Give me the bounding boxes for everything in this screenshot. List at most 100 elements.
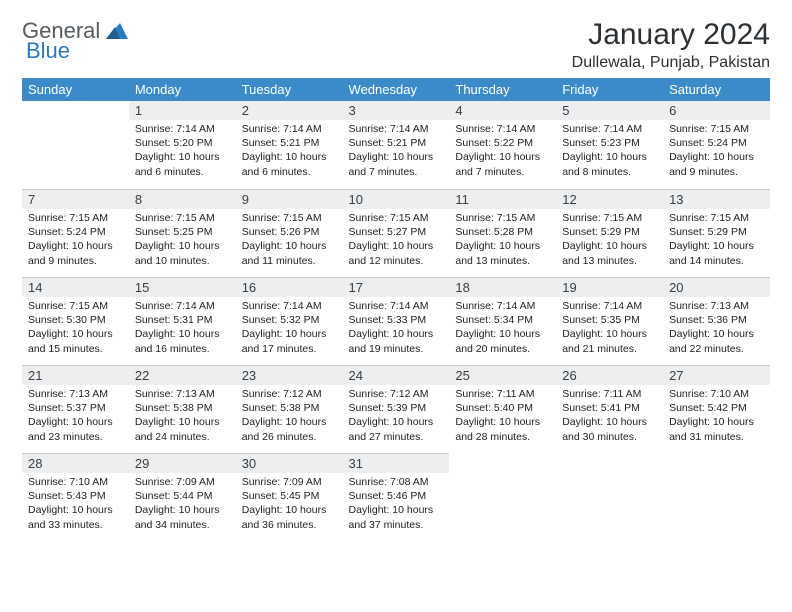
sunrise-line: Sunrise: 7:14 AM (242, 122, 337, 136)
weekday-header: Saturday (663, 78, 770, 101)
sunset-line: Sunset: 5:32 PM (242, 313, 337, 327)
calendar-day-cell: 17Sunrise: 7:14 AMSunset: 5:33 PMDayligh… (343, 277, 450, 365)
day-number: 9 (236, 189, 343, 209)
calendar-body: 1Sunrise: 7:14 AMSunset: 5:20 PMDaylight… (22, 101, 770, 541)
day-details: Sunrise: 7:15 AMSunset: 5:24 PMDaylight:… (22, 209, 129, 272)
daylight-line: Daylight: 10 hours and 30 minutes. (562, 415, 657, 443)
daylight-line: Daylight: 10 hours and 26 minutes. (242, 415, 337, 443)
day-number: 12 (556, 189, 663, 209)
sunset-line: Sunset: 5:26 PM (242, 225, 337, 239)
sunset-line: Sunset: 5:43 PM (28, 489, 123, 503)
sunrise-line: Sunrise: 7:14 AM (135, 299, 230, 313)
calendar-day-cell: 20Sunrise: 7:13 AMSunset: 5:36 PMDayligh… (663, 277, 770, 365)
sunrise-line: Sunrise: 7:13 AM (669, 299, 764, 313)
sunset-line: Sunset: 5:20 PM (135, 136, 230, 150)
sunrise-line: Sunrise: 7:14 AM (455, 299, 550, 313)
calendar-day-cell: 14Sunrise: 7:15 AMSunset: 5:30 PMDayligh… (22, 277, 129, 365)
daylight-line: Daylight: 10 hours and 20 minutes. (455, 327, 550, 355)
day-number: 6 (663, 101, 770, 120)
calendar-day-cell: 2Sunrise: 7:14 AMSunset: 5:21 PMDaylight… (236, 101, 343, 189)
day-details: Sunrise: 7:11 AMSunset: 5:40 PMDaylight:… (449, 385, 556, 448)
sunrise-line: Sunrise: 7:08 AM (349, 475, 444, 489)
daylight-line: Daylight: 10 hours and 22 minutes. (669, 327, 764, 355)
sunrise-line: Sunrise: 7:15 AM (669, 122, 764, 136)
day-number: 27 (663, 365, 770, 385)
daylight-line: Daylight: 10 hours and 27 minutes. (349, 415, 444, 443)
daylight-line: Daylight: 10 hours and 33 minutes. (28, 503, 123, 531)
day-details: Sunrise: 7:15 AMSunset: 5:25 PMDaylight:… (129, 209, 236, 272)
daylight-line: Daylight: 10 hours and 24 minutes. (135, 415, 230, 443)
calendar-day-cell: 6Sunrise: 7:15 AMSunset: 5:24 PMDaylight… (663, 101, 770, 189)
calendar-day-cell: 8Sunrise: 7:15 AMSunset: 5:25 PMDaylight… (129, 189, 236, 277)
daylight-line: Daylight: 10 hours and 31 minutes. (669, 415, 764, 443)
day-details: Sunrise: 7:10 AMSunset: 5:43 PMDaylight:… (22, 473, 129, 536)
day-number: 25 (449, 365, 556, 385)
weekday-header: Thursday (449, 78, 556, 101)
sunset-line: Sunset: 5:33 PM (349, 313, 444, 327)
title-block: January 2024 Dullewala, Punjab, Pakistan (572, 18, 770, 72)
daylight-line: Daylight: 10 hours and 6 minutes. (242, 150, 337, 178)
sunrise-line: Sunrise: 7:14 AM (562, 299, 657, 313)
calendar-day-cell: 11Sunrise: 7:15 AMSunset: 5:28 PMDayligh… (449, 189, 556, 277)
day-number: 19 (556, 277, 663, 297)
calendar-week-row: 7Sunrise: 7:15 AMSunset: 5:24 PMDaylight… (22, 189, 770, 277)
sunrise-line: Sunrise: 7:13 AM (135, 387, 230, 401)
sunrise-line: Sunrise: 7:10 AM (28, 475, 123, 489)
sunset-line: Sunset: 5:30 PM (28, 313, 123, 327)
day-number: 4 (449, 101, 556, 120)
calendar-day-cell: 21Sunrise: 7:13 AMSunset: 5:37 PMDayligh… (22, 365, 129, 453)
day-number: 23 (236, 365, 343, 385)
sunset-line: Sunset: 5:29 PM (669, 225, 764, 239)
calendar-day-cell: 9Sunrise: 7:15 AMSunset: 5:26 PMDaylight… (236, 189, 343, 277)
calendar-day-cell: 18Sunrise: 7:14 AMSunset: 5:34 PMDayligh… (449, 277, 556, 365)
day-details: Sunrise: 7:13 AMSunset: 5:37 PMDaylight:… (22, 385, 129, 448)
day-details: Sunrise: 7:15 AMSunset: 5:30 PMDaylight:… (22, 297, 129, 360)
calendar-day-cell: 15Sunrise: 7:14 AMSunset: 5:31 PMDayligh… (129, 277, 236, 365)
calendar-day-cell: 30Sunrise: 7:09 AMSunset: 5:45 PMDayligh… (236, 453, 343, 541)
sunset-line: Sunset: 5:40 PM (455, 401, 550, 415)
sunrise-line: Sunrise: 7:14 AM (349, 299, 444, 313)
sunrise-line: Sunrise: 7:15 AM (562, 211, 657, 225)
day-details: Sunrise: 7:12 AMSunset: 5:38 PMDaylight:… (236, 385, 343, 448)
daylight-line: Daylight: 10 hours and 6 minutes. (135, 150, 230, 178)
calendar-day-cell: 4Sunrise: 7:14 AMSunset: 5:22 PMDaylight… (449, 101, 556, 189)
calendar-header-row: SundayMondayTuesdayWednesdayThursdayFrid… (22, 78, 770, 101)
day-details: Sunrise: 7:10 AMSunset: 5:42 PMDaylight:… (663, 385, 770, 448)
daylight-line: Daylight: 10 hours and 17 minutes. (242, 327, 337, 355)
daylight-line: Daylight: 10 hours and 13 minutes. (562, 239, 657, 267)
daylight-line: Daylight: 10 hours and 28 minutes. (455, 415, 550, 443)
sunrise-line: Sunrise: 7:14 AM (455, 122, 550, 136)
sunset-line: Sunset: 5:41 PM (562, 401, 657, 415)
daylight-line: Daylight: 10 hours and 23 minutes. (28, 415, 123, 443)
sunrise-line: Sunrise: 7:11 AM (562, 387, 657, 401)
daylight-line: Daylight: 10 hours and 10 minutes. (135, 239, 230, 267)
day-details: Sunrise: 7:14 AMSunset: 5:23 PMDaylight:… (556, 120, 663, 183)
day-details: Sunrise: 7:14 AMSunset: 5:22 PMDaylight:… (449, 120, 556, 183)
sunset-line: Sunset: 5:21 PM (242, 136, 337, 150)
day-details: Sunrise: 7:13 AMSunset: 5:38 PMDaylight:… (129, 385, 236, 448)
calendar-day-cell: 23Sunrise: 7:12 AMSunset: 5:38 PMDayligh… (236, 365, 343, 453)
daylight-line: Daylight: 10 hours and 13 minutes. (455, 239, 550, 267)
day-number: 13 (663, 189, 770, 209)
calendar-day-cell: 29Sunrise: 7:09 AMSunset: 5:44 PMDayligh… (129, 453, 236, 541)
calendar-day-cell: 22Sunrise: 7:13 AMSunset: 5:38 PMDayligh… (129, 365, 236, 453)
day-number: 18 (449, 277, 556, 297)
sunrise-line: Sunrise: 7:15 AM (28, 299, 123, 313)
day-details: Sunrise: 7:15 AMSunset: 5:29 PMDaylight:… (556, 209, 663, 272)
calendar-day-cell: 25Sunrise: 7:11 AMSunset: 5:40 PMDayligh… (449, 365, 556, 453)
day-number: 1 (129, 101, 236, 120)
weekday-header: Friday (556, 78, 663, 101)
day-number: 11 (449, 189, 556, 209)
day-details: Sunrise: 7:09 AMSunset: 5:44 PMDaylight:… (129, 473, 236, 536)
logo-line2: Blue (26, 38, 70, 64)
sunset-line: Sunset: 5:35 PM (562, 313, 657, 327)
sunset-line: Sunset: 5:25 PM (135, 225, 230, 239)
daylight-line: Daylight: 10 hours and 7 minutes. (455, 150, 550, 178)
daylight-line: Daylight: 10 hours and 34 minutes. (135, 503, 230, 531)
weekday-header: Sunday (22, 78, 129, 101)
sunset-line: Sunset: 5:45 PM (242, 489, 337, 503)
sunset-line: Sunset: 5:38 PM (242, 401, 337, 415)
calendar-day-cell: 5Sunrise: 7:14 AMSunset: 5:23 PMDaylight… (556, 101, 663, 189)
day-number: 29 (129, 453, 236, 473)
sunset-line: Sunset: 5:29 PM (562, 225, 657, 239)
